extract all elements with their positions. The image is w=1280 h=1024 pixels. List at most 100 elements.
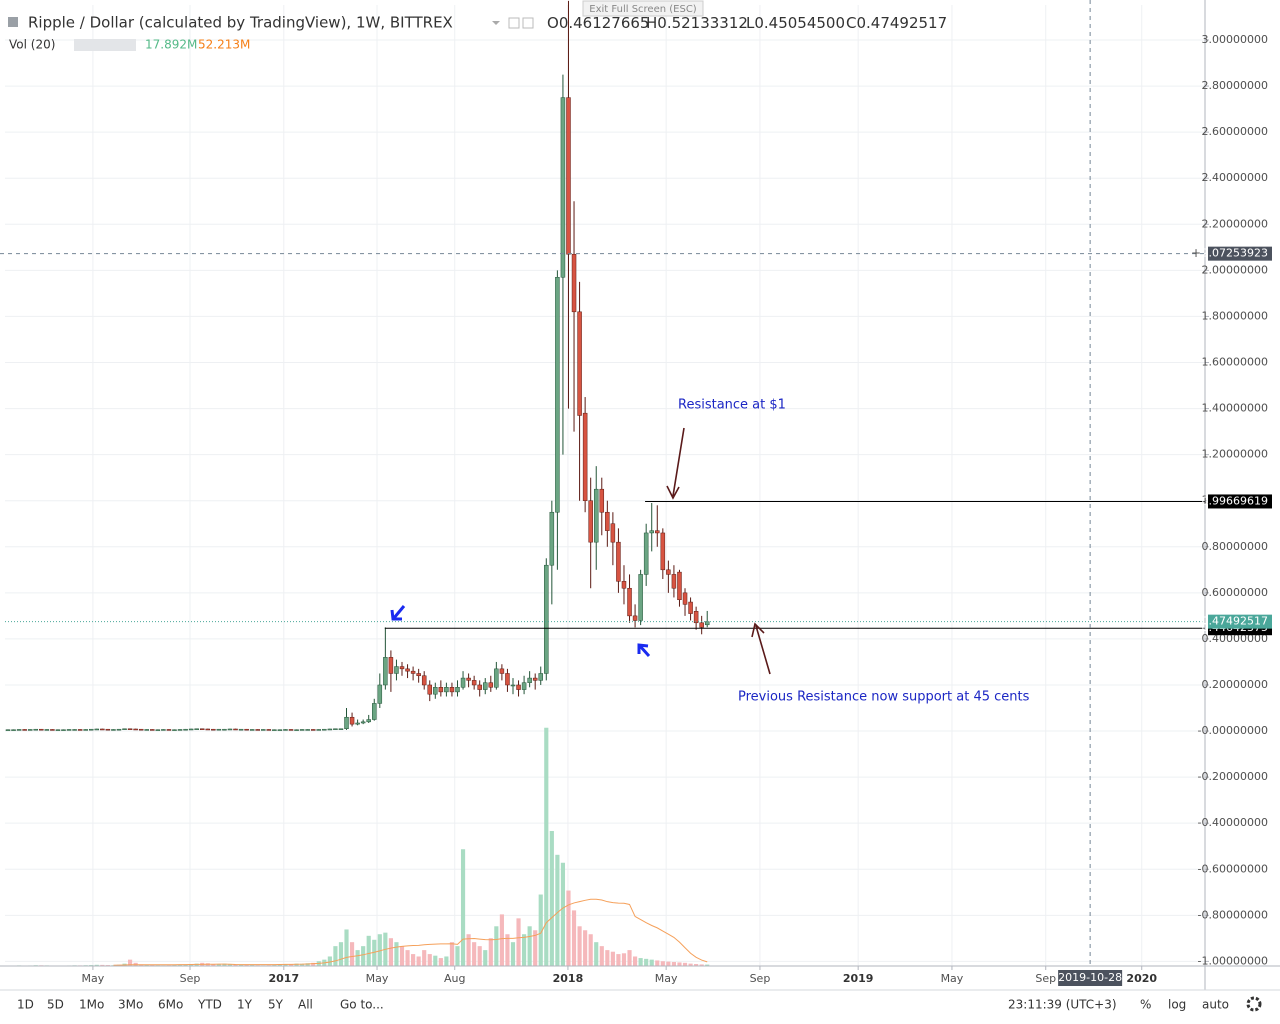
- exit-fullscreen[interactable]: Exit Full Screen (ESC): [589, 4, 697, 15]
- candle-body: [310, 729, 316, 731]
- x-tick-label: 2019: [843, 972, 874, 985]
- candle-body: [55, 729, 61, 731]
- candle-body: [266, 729, 272, 731]
- bottom-toolbar: [0, 990, 1280, 1024]
- volume-bar: [644, 958, 649, 966]
- volume-bar: [510, 942, 516, 966]
- volume-bar: [666, 961, 671, 966]
- ohlc-high: H0.52133312: [646, 14, 748, 32]
- candle-body: [294, 729, 299, 731]
- candle-body: [621, 581, 627, 589]
- last-price-box: [1208, 614, 1272, 629]
- candle-body: [155, 729, 161, 731]
- candle-body: [577, 311, 582, 416]
- volume-bar: [599, 946, 604, 966]
- y-tick-label: 1.60000000: [1202, 355, 1268, 368]
- candle-body: [555, 277, 560, 513]
- volume-bar: [305, 963, 310, 966]
- range-button[interactable]: YTD: [197, 998, 222, 1012]
- candle-body: [249, 729, 255, 731]
- range-button[interactable]: All: [298, 998, 313, 1012]
- settings-icon[interactable]: [1246, 996, 1262, 1012]
- candle-body: [505, 673, 510, 686]
- title-dropdown[interactable]: [492, 21, 500, 25]
- candle-body: [94, 728, 100, 731]
- range-button[interactable]: 6Mo: [158, 998, 183, 1012]
- volume-bar: [616, 954, 621, 966]
- x-tick-label: May: [82, 972, 105, 985]
- grid: [5, 5, 1209, 970]
- marker-arrow: [390, 605, 406, 621]
- candle-body: [122, 728, 127, 730]
- exit-fullscreen-button[interactable]: [582, 0, 704, 17]
- volume-icons[interactable]: [74, 39, 136, 51]
- candle-body: [532, 677, 538, 681]
- candle-body: [288, 729, 294, 731]
- candle-body: [327, 728, 333, 731]
- candle-body: [11, 729, 16, 731]
- ohlc-value: 0.46127665: [559, 14, 650, 32]
- candle-body: [377, 684, 383, 704]
- candle-body: [211, 728, 216, 731]
- candle-body: [460, 677, 466, 688]
- auto-toggle[interactable]: auto: [1202, 998, 1229, 1012]
- goto-button[interactable]: Go to...: [340, 998, 384, 1012]
- candle-body: [405, 668, 410, 672]
- ohlc-key: O: [547, 14, 559, 32]
- icon[interactable]: [522, 17, 534, 29]
- volume-bar: [505, 934, 510, 966]
- volume-bar: [327, 956, 332, 966]
- candle-body: [333, 728, 338, 730]
- candle-body: [477, 684, 482, 690]
- volume-bar: [222, 963, 227, 966]
- candle-body: [593, 488, 599, 543]
- annotation: Previous Resistance now support at 45 ce…: [738, 690, 1030, 705]
- candle-body: [216, 728, 222, 731]
- volume-bar: [533, 930, 538, 966]
- volume-bar: [494, 926, 499, 966]
- volume-ma-value: 52.213M: [198, 38, 250, 52]
- volume-bar: [488, 938, 493, 966]
- y-tick-label: 0.60000000: [1202, 586, 1268, 599]
- candle-body: [344, 716, 349, 729]
- icon[interactable]: [508, 17, 520, 29]
- range-button[interactable]: 1Y: [237, 998, 253, 1012]
- volume-bar: [449, 942, 455, 966]
- candle-body: [144, 729, 149, 731]
- percent-toggle[interactable]: %: [1140, 998, 1151, 1012]
- y-tick-label: -0.40000000: [1198, 816, 1268, 829]
- candle-body: [410, 670, 416, 674]
- ohlc-value: 0.45054500: [754, 14, 845, 32]
- candle-body: [100, 728, 105, 731]
- range-button[interactable]: 1Mo: [79, 998, 104, 1012]
- candle-body: [283, 729, 288, 731]
- candle-body: [521, 682, 527, 690]
- ohlc-value: 0.52133312: [657, 14, 748, 32]
- volume-bar: [372, 939, 377, 966]
- candle-body: [161, 729, 166, 731]
- volume-bar: [549, 830, 554, 966]
- candle-body: [255, 729, 260, 731]
- volume-bar: [605, 950, 610, 966]
- range-button[interactable]: 5Y: [268, 998, 284, 1012]
- ohlc-open: O0.46127665: [547, 14, 649, 32]
- candle-body: [655, 530, 660, 534]
- range-button[interactable]: 1D: [17, 998, 34, 1012]
- volume-bar: [699, 964, 704, 966]
- volume-bar: [632, 956, 638, 966]
- texts: Exit Full Screen (ESC) Ripple / Dollar (…: [8, 0, 1272, 1012]
- candle-body: [471, 680, 477, 686]
- volume-bar: [444, 956, 449, 966]
- volume-bar: [660, 961, 665, 966]
- candle-body: [77, 729, 83, 731]
- range-button[interactable]: 3Mo: [118, 998, 143, 1012]
- log-toggle[interactable]: log: [1168, 998, 1186, 1012]
- candle-body: [27, 729, 33, 731]
- volume-bar: [671, 962, 677, 966]
- volume-bar: [427, 954, 432, 966]
- candle-body: [39, 728, 44, 731]
- range-button[interactable]: 5D: [47, 998, 64, 1012]
- volume-bar: [128, 959, 133, 966]
- candle-body: [421, 675, 427, 686]
- candle-body: [199, 728, 205, 730]
